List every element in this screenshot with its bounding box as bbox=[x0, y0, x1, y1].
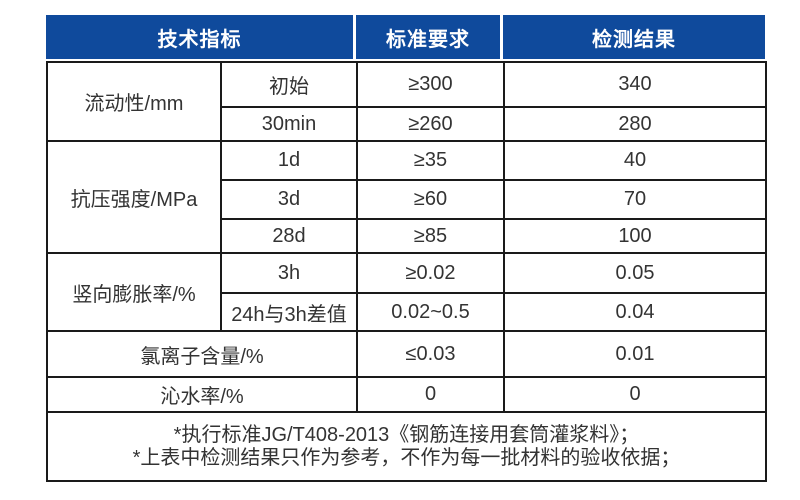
header-cell-indicator: 技术指标 bbox=[46, 15, 356, 59]
note-line-2: *上表中检测结果只作为参考，不作为每一批材料的验收依据； bbox=[132, 446, 681, 469]
cell-sub-initial: 初始 bbox=[220, 61, 358, 108]
table-row: 氯离子含量/% ≤0.03 0.01 bbox=[46, 330, 767, 378]
table-row: 24h与3h差值 0.02~0.5 0.04 bbox=[47, 292, 767, 332]
cell-result-3h: 0.05 bbox=[503, 252, 767, 294]
header-cell-result: 检测结果 bbox=[503, 15, 765, 59]
cell-result-3d: 70 bbox=[503, 179, 767, 220]
cell-standard-bleeding: 0 bbox=[356, 376, 505, 413]
table-row: 抗压强度/MPa 1d ≥35 40 bbox=[46, 140, 767, 254]
table-row: 竖向膨胀率/% 3h ≥0.02 0.05 bbox=[46, 252, 767, 332]
table-row: 沁水率/% 0 0 bbox=[46, 376, 767, 413]
cell-sub-1d: 1d bbox=[220, 140, 358, 181]
group-label-vertical-expansion: 竖向膨胀率/% bbox=[46, 252, 222, 332]
cell-sub-30min: 30min bbox=[220, 106, 358, 142]
cell-sub-24h-diff: 24h与3h差值 bbox=[220, 292, 358, 332]
technical-spec-table: 技术指标 标准要求 检测结果 流动性/mm 初始 ≥300 340 bbox=[46, 15, 767, 482]
table-row: 流动性/mm 初始 ≥300 340 bbox=[46, 61, 767, 142]
group-label-compressive-strength: 抗压强度/MPa bbox=[46, 140, 222, 254]
cell-sub-3d: 3d bbox=[220, 179, 358, 220]
cell-standard-chloride: ≤0.03 bbox=[356, 330, 505, 378]
cell-result-24h-diff: 0.04 bbox=[503, 292, 767, 332]
cell-standard-24h-diff: 0.02~0.5 bbox=[356, 292, 505, 332]
row-label-chloride-content: 氯离子含量/% bbox=[46, 330, 358, 378]
table-body: 流动性/mm 初始 ≥300 340 30min ≥260 280 抗压强度/M… bbox=[46, 61, 767, 482]
table-header-row: 技术指标 标准要求 检测结果 bbox=[46, 15, 765, 59]
row-label-bleeding-rate: 沁水率/% bbox=[46, 376, 358, 413]
note-line-1: *执行标准JG/T408-2013《钢筋连接用套筒灌浆料》； bbox=[173, 423, 640, 446]
table-row: 30min ≥260 280 bbox=[47, 106, 767, 142]
cell-standard-initial: ≥300 bbox=[356, 61, 505, 108]
cell-result-initial: 340 bbox=[503, 61, 767, 108]
footnotes-cell: *执行标准JG/T408-2013《钢筋连接用套筒灌浆料》； *上表中检测结果只… bbox=[46, 411, 767, 482]
cell-result-bleeding: 0 bbox=[503, 376, 767, 413]
group-label-fluidity: 流动性/mm bbox=[46, 61, 222, 142]
cell-sub-3h: 3h bbox=[220, 252, 358, 294]
cell-sub-28d: 28d bbox=[220, 218, 358, 254]
cell-result-30min: 280 bbox=[503, 106, 767, 142]
cell-standard-1d: ≥35 bbox=[356, 140, 505, 181]
cell-result-1d: 40 bbox=[503, 140, 767, 181]
cell-result-chloride: 0.01 bbox=[503, 330, 767, 378]
cell-standard-30min: ≥260 bbox=[356, 106, 505, 142]
cell-standard-3h: ≥0.02 bbox=[356, 252, 505, 294]
cell-standard-3d: ≥60 bbox=[356, 179, 505, 220]
table-row-notes: *执行标准JG/T408-2013《钢筋连接用套筒灌浆料》； *上表中检测结果只… bbox=[46, 411, 767, 482]
header-cell-standard: 标准要求 bbox=[356, 15, 503, 59]
cell-standard-28d: ≥85 bbox=[356, 218, 505, 254]
table-row: 3d ≥60 70 bbox=[47, 179, 767, 220]
table-row: 28d ≥85 100 bbox=[47, 218, 767, 254]
cell-result-28d: 100 bbox=[503, 218, 767, 254]
